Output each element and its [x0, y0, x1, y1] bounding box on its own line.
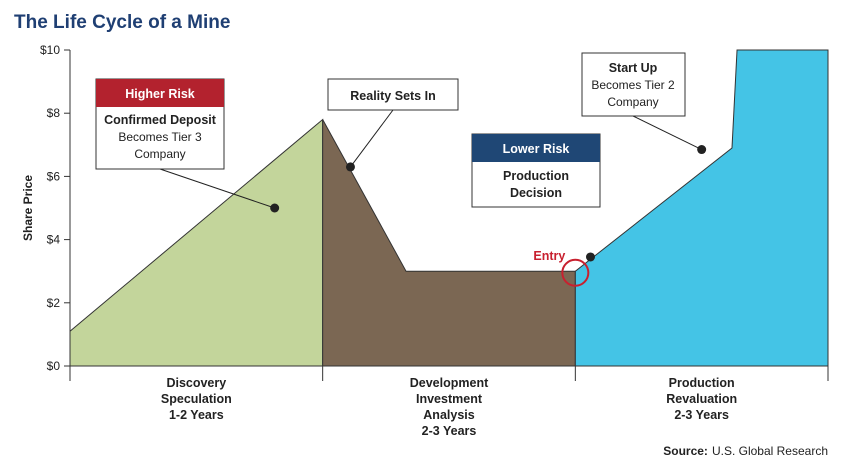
phase-label-development: Development: [410, 376, 489, 390]
reality-sets-in-label: Reality Sets In: [350, 89, 435, 103]
source-value: U.S. Global Research: [712, 444, 828, 458]
phase-label-production: Production: [669, 376, 735, 390]
phase-areas: [69, 49, 829, 367]
phase-label-development: 2-3 Years: [422, 424, 477, 438]
phase-label-discovery: 1-2 Years: [169, 408, 224, 422]
production-decision-line-1: Production: [503, 169, 569, 183]
phase-label-discovery: Discovery: [166, 376, 226, 390]
annotation-boxes: Higher Risk Confirmed Deposit Becomes Ti…: [95, 52, 686, 208]
source-text-line: Source: U.S. Global Research: [663, 444, 828, 458]
confirmed-deposit-line-2: Becomes Tier 3: [118, 130, 202, 144]
y-tick-label: $6: [47, 169, 61, 183]
phase-label-development: Investment: [416, 392, 483, 406]
phase-label-production: 2-3 Years: [674, 408, 729, 422]
production-decision-line-2: Decision: [510, 186, 562, 200]
annotation-leaders: [159, 109, 702, 209]
production-decision-point: [585, 252, 595, 262]
annotation-reality-sets-in: Reality Sets In: [327, 78, 459, 111]
start-up-point: [697, 145, 707, 155]
y-tick-label: $10: [40, 43, 60, 57]
start-up-box: [581, 52, 686, 117]
higher-risk-header: [96, 79, 224, 107]
lower-risk-header: [472, 134, 600, 162]
lower-risk-label: Lower Risk: [503, 142, 570, 156]
confirmed-deposit-line-3: Company: [134, 147, 185, 161]
confirmed-deposit-point: [270, 203, 280, 213]
phase-label-development: Analysis: [423, 408, 474, 422]
higher-risk-label: Higher Risk: [125, 87, 195, 101]
reality-sets-in-leader: [350, 109, 394, 168]
confirmed-deposit-leader: [159, 168, 275, 209]
entry-circle: [561, 258, 590, 287]
y-tick-label: $0: [47, 359, 61, 373]
annotation-points: [270, 145, 707, 262]
source-note: Source: U.S. Global Research: [663, 444, 828, 458]
start-up-leader: [632, 115, 702, 150]
entry-label: Entry: [533, 249, 565, 263]
chart-title: The Life Cycle of a Mine: [14, 12, 230, 33]
annotation-confirmed-deposit: Higher Risk Confirmed Deposit Becomes Ti…: [95, 78, 225, 170]
reality-sets-in-point: [345, 162, 355, 172]
phase-label-discovery: Speculation: [161, 392, 232, 406]
y-tick-label: $4: [47, 233, 61, 247]
annotation-start-up: Start Up Becomes Tier 2 Company: [581, 52, 686, 117]
entry-marker: Entry: [533, 249, 590, 287]
y-ticks: $0 $2 $4 $6 $8 $10: [40, 43, 70, 373]
reality-sets-in-box: [327, 78, 459, 111]
start-up-line-2: Becomes Tier 2: [591, 78, 675, 92]
y-tick-label: $8: [47, 106, 61, 120]
start-up-line-3: Company: [607, 95, 658, 109]
start-up-line-1: Start Up: [609, 61, 658, 75]
source-label: Source:: [663, 444, 708, 458]
annotation-production-decision: Lower Risk Production Decision: [471, 133, 601, 208]
confirmed-deposit-line-1: Confirmed Deposit: [104, 113, 217, 127]
phase-labels: Discovery Speculation 1-2 Years Development…: [69, 366, 829, 438]
y-axis-label: Share Price: [21, 175, 35, 241]
phase-label-production: Revaluation: [666, 392, 737, 406]
axes: [69, 50, 828, 367]
y-tick-label: $2: [47, 296, 61, 310]
